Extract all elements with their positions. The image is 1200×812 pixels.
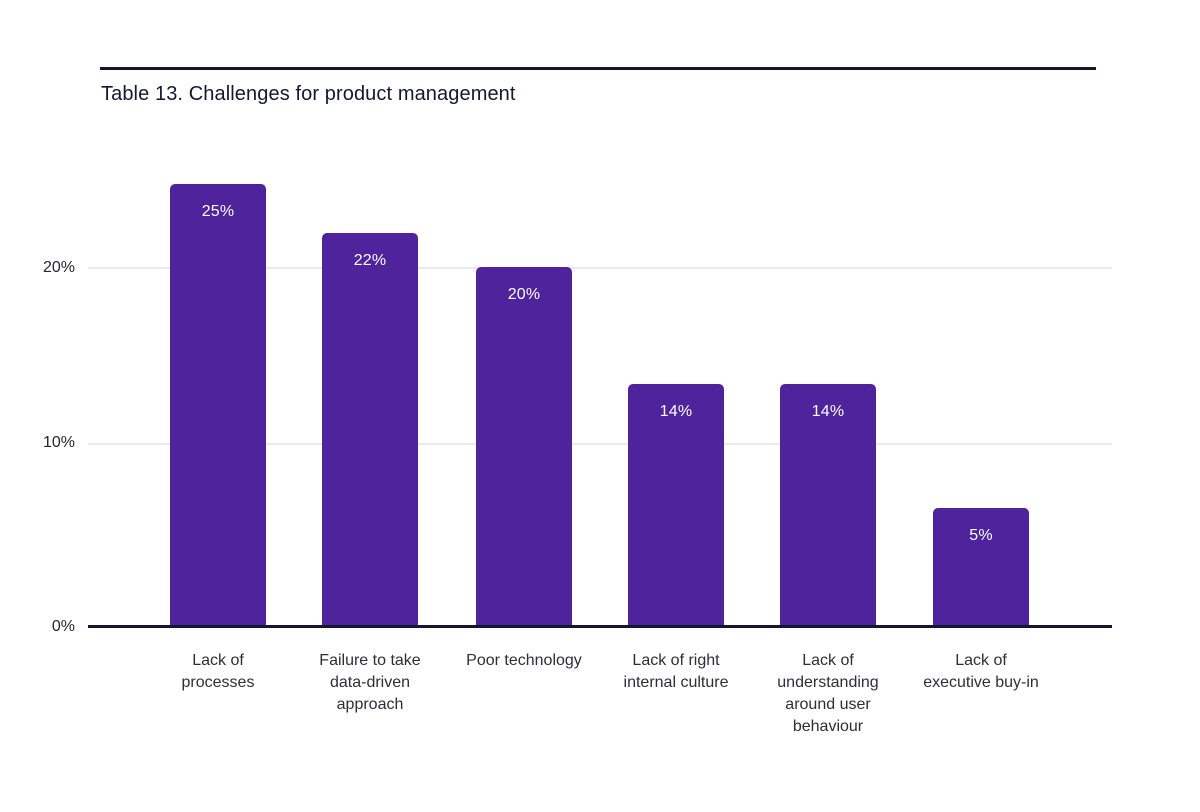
bar-value-label: 14% (659, 403, 693, 420)
category-label-line: Failure to take (319, 652, 421, 669)
y-axis-tick-0: 0% (51, 618, 75, 635)
category-label-line: Lack of (192, 652, 244, 669)
category-label-line: processes (181, 674, 255, 691)
chart-bar-2: 20% (476, 267, 572, 627)
x-axis-line (88, 625, 1112, 628)
category-label-line: data-driven (329, 674, 411, 691)
chart-bar-3: 14% (628, 384, 724, 627)
category-label-5: Lack of executive buy-in (889, 650, 1073, 694)
category-label-line: Poor technology (466, 652, 582, 669)
category-label-line: Lack of (955, 652, 1007, 669)
bar-value-label: 20% (507, 286, 541, 303)
y-axis-tick-20: 20% (42, 259, 75, 276)
bar-value-label: 25% (201, 203, 235, 220)
category-label-line: around user (785, 696, 871, 713)
bar-value-label: 5% (969, 527, 993, 544)
category-label-line: behaviour (792, 718, 864, 735)
category-label-line: internal culture (623, 674, 729, 691)
category-label-2: Poor technology (432, 650, 616, 672)
category-label-4: Lack of understanding around user behaviour (736, 650, 920, 738)
chart-bar-4: 14% (780, 384, 876, 627)
title-rule-line (100, 67, 1096, 70)
category-label-0: Lack of processes (126, 650, 310, 694)
gridline-20pct (88, 267, 1112, 269)
category-label-1: Failure to take data-driven approach (278, 650, 462, 716)
category-label-line: executive buy-in (923, 674, 1039, 691)
chart-bar-1: 22% (322, 233, 418, 627)
bar-value-label: 14% (811, 403, 845, 420)
category-label-line: understanding (777, 674, 879, 691)
category-label-line: Lack of right (632, 652, 720, 669)
category-label-line: Lack of (802, 652, 854, 669)
category-label-3: Lack of right internal culture (584, 650, 768, 694)
gridline-10pct (88, 443, 1112, 445)
category-label-line: approach (336, 696, 404, 713)
y-axis-tick-10: 10% (42, 434, 75, 451)
chart-bar-5: 5% (933, 508, 1029, 627)
bar-value-label: 22% (353, 252, 387, 269)
chart-title: Table 13. Challenges for product managem… (101, 83, 516, 105)
chart-bar-0: 25% (170, 184, 266, 627)
